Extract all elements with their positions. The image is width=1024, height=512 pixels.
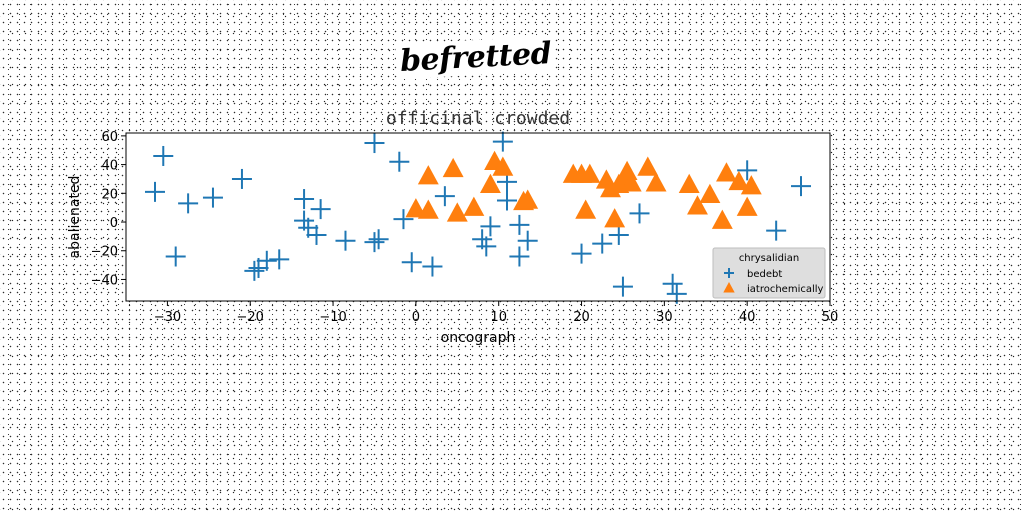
legend: chrysalidian bedebt iatrochemically bbox=[712, 247, 826, 299]
data-point-bedebt bbox=[476, 236, 497, 257]
data-point-bedebt bbox=[393, 209, 414, 230]
data-point-iatrochemically bbox=[575, 199, 597, 219]
x-axis-label: oncograph bbox=[441, 330, 516, 346]
data-point-iatrochemically bbox=[645, 172, 667, 192]
data-point-iatrochemically bbox=[417, 165, 439, 185]
data-point-bedebt bbox=[294, 189, 315, 210]
legend-title: chrysalidian bbox=[739, 253, 799, 264]
data-point-iatrochemically bbox=[637, 156, 659, 176]
data-point-iatrochemically bbox=[716, 162, 737, 182]
data-point-iatrochemically bbox=[678, 173, 700, 193]
data-point-iatrochemically bbox=[687, 195, 708, 215]
data-point-bedebt bbox=[153, 145, 174, 166]
data-point-iatrochemically bbox=[579, 163, 601, 183]
data-point-iatrochemically bbox=[417, 199, 439, 219]
data-point-bedebt bbox=[310, 199, 331, 220]
x-tick-label: −30 bbox=[154, 310, 181, 325]
data-point-iatrochemically bbox=[479, 173, 501, 193]
data-point-bedebt bbox=[256, 250, 277, 271]
data-point-iatrochemically bbox=[517, 189, 539, 209]
plot-title: officinal crowded bbox=[386, 108, 570, 129]
data-point-bedebt bbox=[422, 256, 443, 277]
data-point-bedebt bbox=[517, 230, 538, 251]
data-point-bedebt bbox=[492, 131, 513, 152]
points-layer bbox=[144, 131, 812, 304]
x-tick-label: 30 bbox=[656, 310, 673, 325]
data-point-bedebt bbox=[306, 224, 327, 245]
data-point-iatrochemically bbox=[711, 209, 733, 229]
x-tick-label: 10 bbox=[490, 310, 507, 325]
data-point-iatrochemically bbox=[405, 198, 427, 218]
data-point-iatrochemically bbox=[620, 172, 642, 192]
data-point-iatrochemically bbox=[446, 202, 468, 222]
legend-marker-triangle bbox=[723, 282, 735, 293]
data-point-iatrochemically bbox=[728, 170, 750, 191]
data-point-bedebt bbox=[401, 252, 422, 273]
y-tick-label: −40 bbox=[91, 273, 118, 288]
data-point-iatrochemically bbox=[463, 196, 485, 216]
data-point-bedebt bbox=[202, 187, 223, 208]
data-point-bedebt bbox=[509, 214, 530, 235]
ticks-layer: −30 −20 −10 0 10 20 30 40 50 −40 −20 0 20 40 60 bbox=[91, 130, 839, 325]
data-point-bedebt bbox=[629, 203, 650, 224]
y-tick-label: 0 bbox=[110, 216, 118, 231]
legend-marker-plus bbox=[724, 268, 734, 278]
data-point-bedebt bbox=[662, 273, 683, 294]
data-point-bedebt bbox=[608, 224, 629, 245]
data-point-bedebt bbox=[766, 220, 787, 241]
data-point-bedebt bbox=[496, 190, 517, 211]
data-point-bedebt bbox=[368, 229, 389, 250]
x-tick-label: −10 bbox=[319, 310, 346, 325]
data-point-bedebt bbox=[737, 160, 758, 181]
data-point-bedebt bbox=[144, 181, 165, 202]
y-axis-label: abalienated bbox=[67, 176, 83, 259]
data-point-bedebt bbox=[165, 246, 186, 267]
data-point-bedebt bbox=[666, 283, 687, 304]
data-point-iatrochemically bbox=[740, 175, 762, 195]
data-point-bedebt bbox=[434, 186, 455, 207]
data-point-bedebt bbox=[364, 232, 385, 253]
y-tick-label: 60 bbox=[101, 130, 118, 145]
data-point-bedebt bbox=[571, 243, 592, 264]
plot-frame bbox=[125, 132, 831, 302]
data-point-iatrochemically bbox=[736, 196, 758, 216]
legend-entry-iatrochemically: iatrochemically bbox=[723, 282, 824, 295]
x-tick-label: 40 bbox=[739, 310, 756, 325]
data-point-bedebt bbox=[612, 276, 633, 297]
data-point-bedebt bbox=[178, 193, 199, 214]
legend-label: iatrochemically bbox=[747, 284, 824, 295]
data-point-bedebt bbox=[335, 230, 356, 251]
data-point-bedebt bbox=[509, 246, 530, 267]
x-tick-label: 20 bbox=[573, 310, 590, 325]
x-tick-label: −20 bbox=[237, 310, 264, 325]
x-tick-label: 50 bbox=[822, 310, 839, 325]
data-point-bedebt bbox=[364, 133, 385, 154]
data-point-bedebt bbox=[592, 233, 613, 254]
data-point-bedebt bbox=[231, 168, 252, 189]
data-point-iatrochemically bbox=[604, 208, 626, 228]
x-tick-label: 0 bbox=[412, 310, 420, 325]
y-tick-label: 20 bbox=[101, 187, 118, 202]
data-point-iatrochemically bbox=[442, 157, 464, 178]
data-point-iatrochemically bbox=[492, 156, 514, 176]
data-point-iatrochemically bbox=[699, 183, 721, 203]
data-point-bedebt bbox=[791, 176, 812, 197]
legend-entry-bedebt: bedebt bbox=[724, 268, 782, 280]
data-point-bedebt bbox=[244, 260, 265, 281]
data-point-bedebt bbox=[389, 151, 410, 172]
y-tick-label: −20 bbox=[91, 245, 118, 260]
data-point-bedebt bbox=[269, 249, 290, 270]
legend-label: bedebt bbox=[747, 269, 782, 280]
y-tick-label: 40 bbox=[101, 159, 118, 174]
legend-box bbox=[712, 247, 826, 299]
data-point-bedebt bbox=[480, 216, 501, 237]
